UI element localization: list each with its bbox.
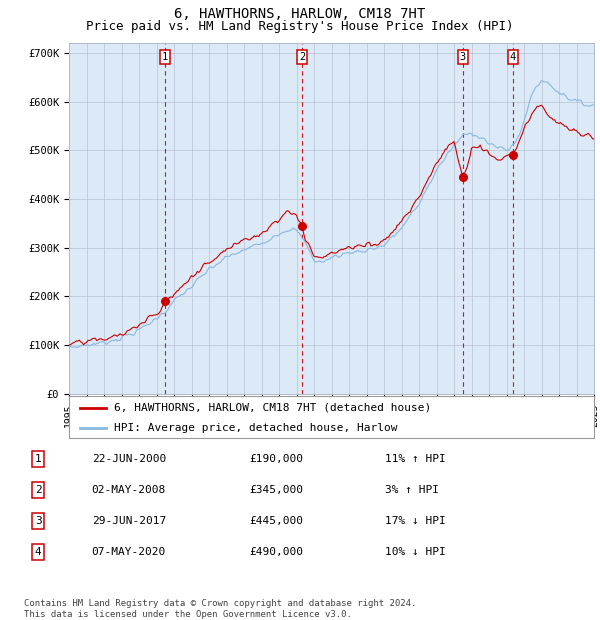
- Text: 3% ↑ HPI: 3% ↑ HPI: [385, 485, 439, 495]
- Text: 4: 4: [509, 52, 516, 62]
- Text: Contains HM Land Registry data © Crown copyright and database right 2024.
This d: Contains HM Land Registry data © Crown c…: [24, 600, 416, 619]
- Text: 2: 2: [35, 485, 41, 495]
- Text: 2: 2: [299, 52, 305, 62]
- Text: £445,000: £445,000: [250, 516, 304, 526]
- Text: £190,000: £190,000: [250, 454, 304, 464]
- Text: 17% ↓ HPI: 17% ↓ HPI: [385, 516, 446, 526]
- Text: 11% ↑ HPI: 11% ↑ HPI: [385, 454, 446, 464]
- Text: 1: 1: [161, 52, 168, 62]
- Text: 3: 3: [35, 516, 41, 526]
- Text: £490,000: £490,000: [250, 547, 304, 557]
- Text: £345,000: £345,000: [250, 485, 304, 495]
- Text: 3: 3: [460, 52, 466, 62]
- Text: 22-JUN-2000: 22-JUN-2000: [92, 454, 166, 464]
- Text: HPI: Average price, detached house, Harlow: HPI: Average price, detached house, Harl…: [113, 423, 397, 433]
- Text: 4: 4: [35, 547, 41, 557]
- Text: 6, HAWTHORNS, HARLOW, CM18 7HT: 6, HAWTHORNS, HARLOW, CM18 7HT: [175, 7, 425, 22]
- Text: 02-MAY-2008: 02-MAY-2008: [92, 485, 166, 495]
- Text: 10% ↓ HPI: 10% ↓ HPI: [385, 547, 446, 557]
- Text: 07-MAY-2020: 07-MAY-2020: [92, 547, 166, 557]
- Text: Price paid vs. HM Land Registry's House Price Index (HPI): Price paid vs. HM Land Registry's House …: [86, 20, 514, 33]
- Text: 1: 1: [35, 454, 41, 464]
- Text: 6, HAWTHORNS, HARLOW, CM18 7HT (detached house): 6, HAWTHORNS, HARLOW, CM18 7HT (detached…: [113, 403, 431, 413]
- Text: 29-JUN-2017: 29-JUN-2017: [92, 516, 166, 526]
